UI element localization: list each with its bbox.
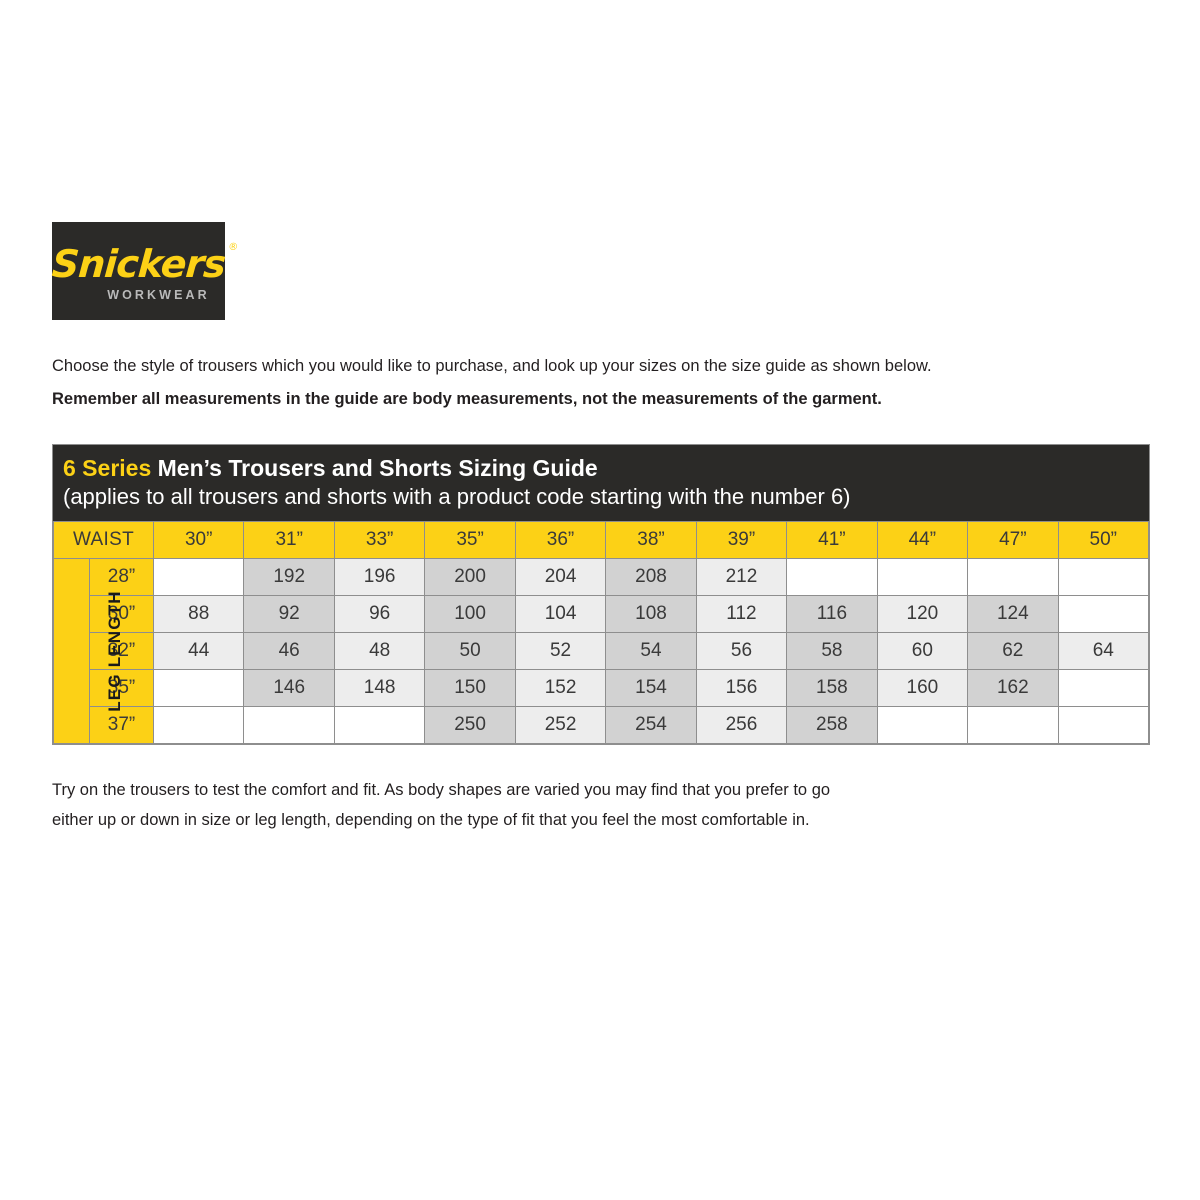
size-cell: 156	[695, 669, 788, 708]
sizing-grid-body: LEG LENGTH 28” 192 196 200 204 208 212 3…	[53, 558, 1150, 745]
size-cell: 44	[152, 632, 245, 671]
waist-column-header-1: 31”	[243, 521, 335, 560]
table-row: LEG LENGTH 28” 192 196 200 204 208 212	[53, 558, 1150, 745]
size-cell: 160	[876, 669, 969, 708]
size-cell: 108	[605, 595, 697, 634]
table-row: 37” 250 252 254 256 258	[54, 706, 1150, 745]
size-cell: 46	[243, 632, 335, 671]
registered-trademark-icon: ®	[227, 241, 238, 253]
waist-column-header-5: 38”	[605, 521, 697, 560]
size-cell: 64	[1057, 632, 1150, 671]
size-cell: 256	[695, 706, 788, 745]
leg-length-row-header-4: 37”	[89, 706, 154, 745]
size-cell	[967, 706, 1059, 745]
logo-wordmark-text: Snickers ®	[50, 241, 237, 286]
size-cell	[152, 669, 245, 708]
table-row: 35” 146 148 150 152 154 156 158 160 162	[54, 669, 1150, 708]
size-cell: 196	[333, 558, 426, 597]
size-cell: 148	[333, 669, 426, 708]
table-title: 6 Series Men’s Trousers and Shorts Sizin…	[63, 454, 1139, 483]
waist-column-header-10: 50”	[1057, 521, 1150, 560]
sizing-guide-table: 6 Series Men’s Trousers and Shorts Sizin…	[52, 444, 1150, 746]
waist-column-header-2: 33”	[333, 521, 426, 560]
size-cell: 58	[786, 632, 878, 671]
size-cell: 100	[424, 595, 516, 634]
logo-subtitle-label: WORKWEAR	[107, 287, 210, 302]
size-cell	[243, 706, 335, 745]
table-subtitle: (applies to all trousers and shorts with…	[63, 483, 851, 509]
size-cell: 258	[786, 706, 878, 745]
size-cell: 52	[514, 632, 607, 671]
size-cell: 152	[514, 669, 607, 708]
size-cell: 254	[605, 706, 697, 745]
size-cell: 56	[695, 632, 788, 671]
waist-column-header-9: 47”	[967, 521, 1059, 560]
size-cell: 112	[695, 595, 788, 634]
size-cell: 124	[967, 595, 1059, 634]
size-cell: 60	[876, 632, 969, 671]
size-cell: 208	[605, 558, 697, 597]
size-cell: 88	[152, 595, 245, 634]
size-cell: 48	[333, 632, 426, 671]
size-cell: 54	[605, 632, 697, 671]
leg-length-row-header-0: 28”	[89, 558, 154, 597]
leg-length-axis-label-text: LEG LENGTH	[104, 590, 124, 713]
leg-length-axis-label: LEG LENGTH	[53, 558, 124, 745]
size-cell	[1057, 595, 1150, 634]
size-cell	[1057, 669, 1150, 708]
sizing-grid: WAIST 30” 31” 33” 35” 36” 38” 39” 41” 44…	[53, 521, 1150, 745]
size-cell: 162	[967, 669, 1059, 708]
snickers-workwear-logo: Snickers ® WORKWEAR	[50, 222, 238, 320]
size-cell: 62	[967, 632, 1059, 671]
outro-paragraph-line-2: either up or down in size or leg length,…	[52, 811, 810, 829]
size-cell	[152, 706, 245, 745]
waist-column-header-4: 36”	[514, 521, 607, 560]
waist-column-header-7: 41”	[786, 521, 878, 560]
size-cell: 154	[605, 669, 697, 708]
table-title-rest-label: Men’s Trousers and Shorts Sizing Guide	[151, 455, 598, 481]
size-cell: 158	[786, 669, 878, 708]
waist-header-label: WAIST	[53, 521, 154, 560]
size-cell: 146	[243, 669, 335, 708]
size-cell: 212	[695, 558, 788, 597]
table-row: 32” 44 46 48 50 52 54 56 58 60 62 64	[54, 632, 1150, 671]
waist-column-header-8: 44”	[876, 521, 969, 560]
size-cell: 96	[333, 595, 426, 634]
logo-wordmark-label: Snickers	[50, 241, 227, 286]
outro-paragraph-line-1: Try on the trousers to test the comfort …	[52, 781, 831, 799]
size-cell	[967, 558, 1059, 597]
waist-header-row: WAIST 30” 31” 33” 35” 36” 38” 39” 41” 44…	[53, 521, 1150, 560]
size-cell: 50	[424, 632, 516, 671]
size-cell: 92	[243, 595, 335, 634]
size-cell	[1057, 558, 1150, 597]
size-cell	[152, 558, 245, 597]
waist-column-header-6: 39”	[695, 521, 788, 560]
size-cell: 250	[424, 706, 516, 745]
size-cell: 204	[514, 558, 607, 597]
size-cell: 200	[424, 558, 516, 597]
size-cell	[786, 558, 878, 597]
size-cell: 150	[424, 669, 516, 708]
size-cell	[1057, 706, 1150, 745]
size-cell	[333, 706, 426, 745]
size-cell: 252	[514, 706, 607, 745]
size-cell	[876, 706, 969, 745]
waist-column-header-3: 35”	[424, 521, 516, 560]
size-cell: 192	[243, 558, 335, 597]
intro-paragraph-line-1: Choose the style of trousers which you w…	[52, 357, 932, 375]
sizing-grid-head: WAIST 30” 31” 33” 35” 36” 38” 39” 41” 44…	[53, 521, 1150, 560]
size-cell: 116	[786, 595, 878, 634]
size-cell: 104	[514, 595, 607, 634]
table-row: 30” 88 92 96 100 104 108 112 116 120 124	[54, 595, 1150, 634]
size-cell	[876, 558, 969, 597]
intro-paragraph-line-2: Remember all measurements in the guide a…	[52, 390, 882, 408]
size-cell: 120	[876, 595, 969, 634]
waist-column-header-0: 30”	[152, 521, 245, 560]
table-title-bar: 6 Series Men’s Trousers and Shorts Sizin…	[53, 445, 1149, 522]
table-title-series-label: 6 Series	[63, 455, 152, 481]
